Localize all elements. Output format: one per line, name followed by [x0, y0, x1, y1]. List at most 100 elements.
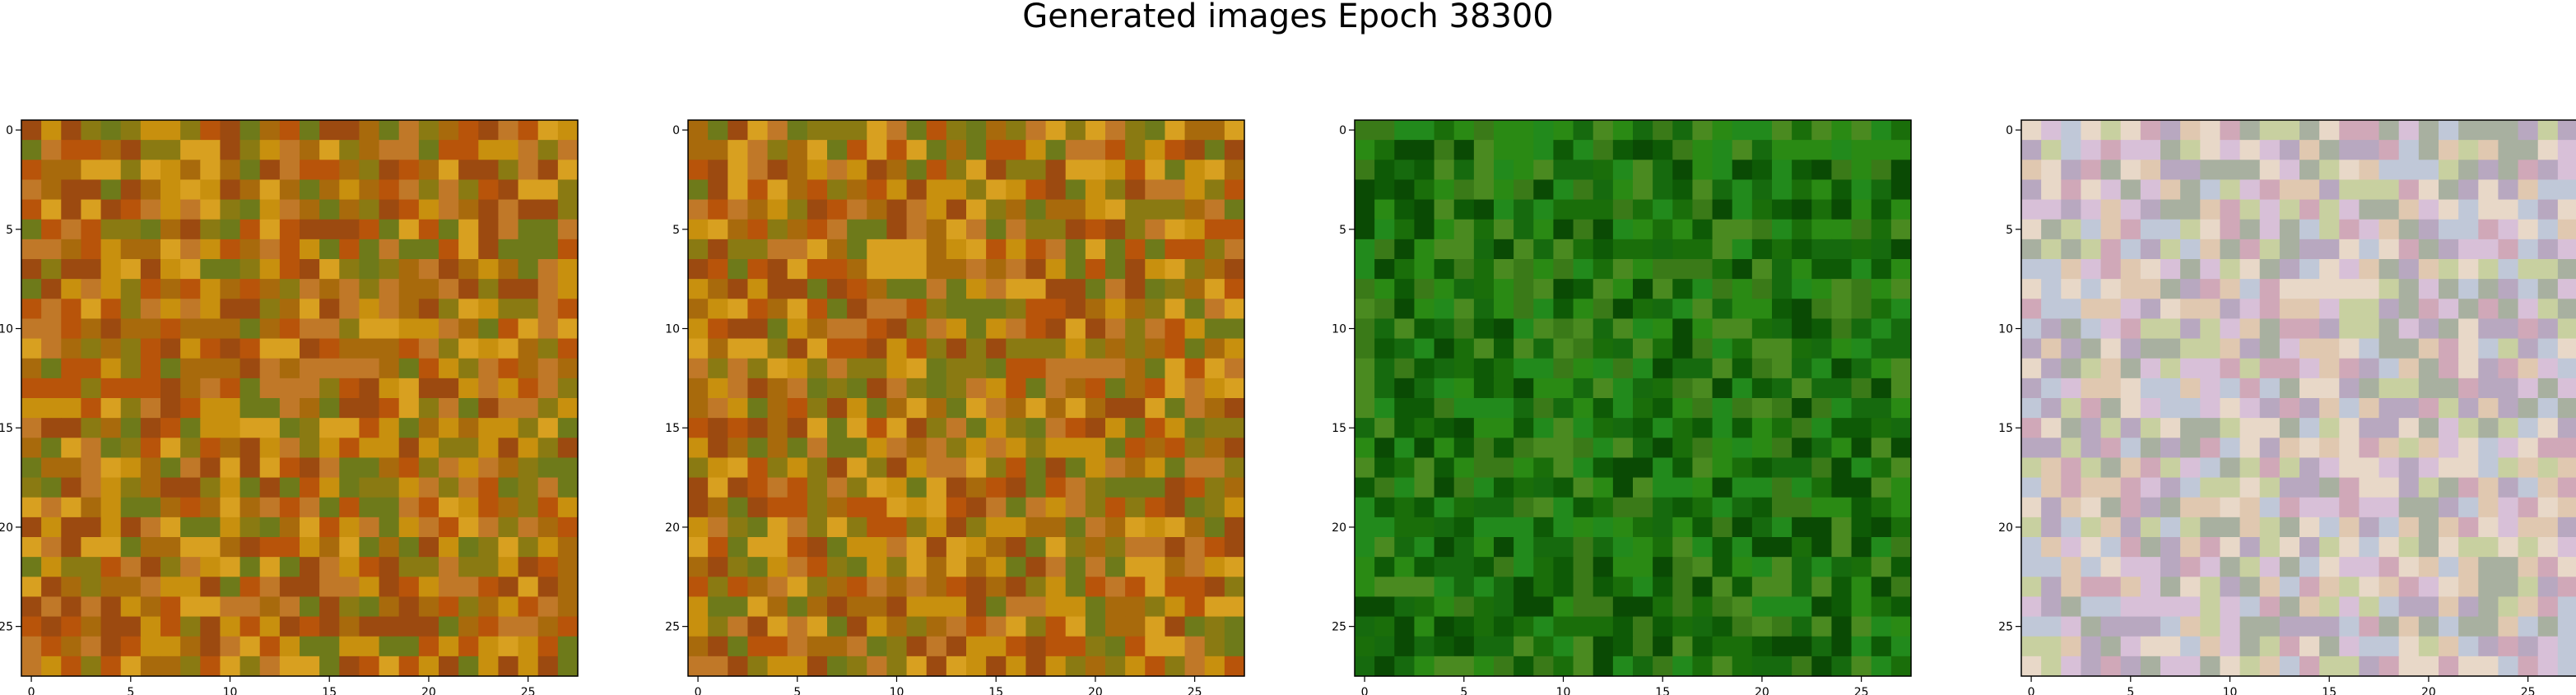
pixel-cell [220, 358, 241, 379]
pixel-cell [2160, 457, 2181, 479]
pixel-cell [160, 537, 181, 558]
pixel-cell [2418, 596, 2439, 618]
pixel-cell [1751, 160, 1773, 181]
pixel-cell [200, 299, 221, 320]
pixel-cell [847, 656, 867, 677]
pixel-cell [160, 120, 181, 141]
pixel-cell [787, 656, 808, 677]
pixel-cell [2259, 160, 2281, 181]
pixel-cell [2200, 398, 2221, 419]
pixel-cell [1653, 577, 1673, 598]
pixel-cell [339, 537, 360, 558]
pixel-cell [120, 537, 142, 558]
pixel-cell [557, 537, 579, 558]
pixel-cell [926, 398, 947, 419]
pixel-cell [1533, 338, 1555, 359]
pixel-cell [2557, 537, 2576, 558]
pixel-cell [2081, 517, 2102, 538]
pixel-cell [1355, 557, 1375, 577]
pixel-cell [708, 596, 728, 618]
pixel-cell [2239, 438, 2261, 459]
pixel-cell [1494, 179, 1514, 201]
pixel-cell [1633, 259, 1653, 280]
pixel-cell [279, 517, 300, 538]
pixel-cell [1732, 418, 1753, 438]
pixel-cell [2359, 418, 2380, 438]
pixel-cell [728, 318, 749, 340]
pixel-cell [1204, 338, 1225, 359]
pixel-cell [966, 378, 987, 399]
pixel-cell [180, 596, 201, 618]
pixel-cell [220, 219, 241, 240]
pixel-cell [1851, 596, 1872, 618]
pixel-cell [1653, 517, 1673, 538]
pixel-cell [2021, 557, 2042, 577]
pixel-cell [319, 596, 340, 618]
pixel-cell [1593, 596, 1614, 618]
pixel-cell [2518, 299, 2539, 320]
pixel-cell [300, 378, 320, 399]
pixel-cell [1006, 378, 1027, 399]
pixel-cell [2140, 199, 2161, 220]
pixel-cell [2498, 398, 2519, 419]
pixel-cell [1792, 338, 1812, 359]
pixel-cell [1553, 140, 1574, 160]
pixel-cell [259, 199, 281, 220]
pixel-cell [1355, 318, 1375, 340]
pixel-cell [458, 318, 479, 340]
pixel-cell [1772, 318, 1793, 340]
pixel-cell [986, 636, 1007, 657]
pixel-cell [2378, 457, 2400, 479]
pixel-cell [986, 358, 1007, 379]
pixel-cell [239, 457, 261, 479]
pixel-cell [2061, 497, 2082, 518]
pixel-cell [2359, 537, 2380, 558]
pixel-cell [1473, 358, 1495, 379]
pixel-cell [966, 140, 987, 160]
pixel-cell [1732, 398, 1753, 419]
pixel-cell [2021, 517, 2042, 538]
pixel-cell [220, 636, 241, 657]
pixel-cell [1653, 199, 1673, 220]
pixel-cell [886, 338, 908, 359]
pixel-cell [100, 279, 122, 299]
pixel-cell [2220, 477, 2241, 498]
pixel-cell [1125, 160, 1146, 181]
pixel-cell [1890, 160, 1912, 181]
pixel-cell [2140, 636, 2161, 657]
pixel-cell [319, 358, 340, 379]
pixel-cell [478, 338, 500, 359]
pixel-cell [847, 418, 867, 438]
pixel-cell [557, 179, 579, 201]
pixel-cell [2458, 358, 2479, 379]
pixel-cell [1494, 596, 1514, 618]
pixel-cell [2439, 378, 2459, 399]
pixel-cell [1165, 199, 1186, 220]
pixel-cell [787, 140, 808, 160]
pixel-cell [1434, 160, 1455, 181]
pixel-cell [1633, 120, 1653, 141]
pixel-cell [1851, 517, 1872, 538]
pixel-cell [2537, 517, 2559, 538]
pixel-cell [1712, 517, 1733, 538]
pixel-cell [1006, 299, 1027, 320]
pixel-cell [2478, 259, 2499, 280]
pixel-cell [2378, 199, 2400, 220]
pixel-cell [1145, 616, 1166, 637]
pixel-cell [2041, 398, 2062, 419]
pixel-cell [1105, 537, 1126, 558]
pixel-cell [1612, 358, 1634, 379]
pixel-cell [2160, 279, 2181, 299]
pixel-cell [1145, 517, 1166, 538]
pixel-cell [2439, 398, 2459, 419]
pixel-cell [2439, 577, 2459, 598]
pixel-cell [747, 219, 769, 240]
pixel-cell [1204, 299, 1225, 320]
pixel-cell [1751, 398, 1773, 419]
pixel-cell [1184, 219, 1206, 240]
pixel-cell [379, 338, 400, 359]
pixel-cell [807, 199, 828, 220]
pixel-cell [708, 656, 728, 677]
pixel-cell [200, 219, 221, 240]
